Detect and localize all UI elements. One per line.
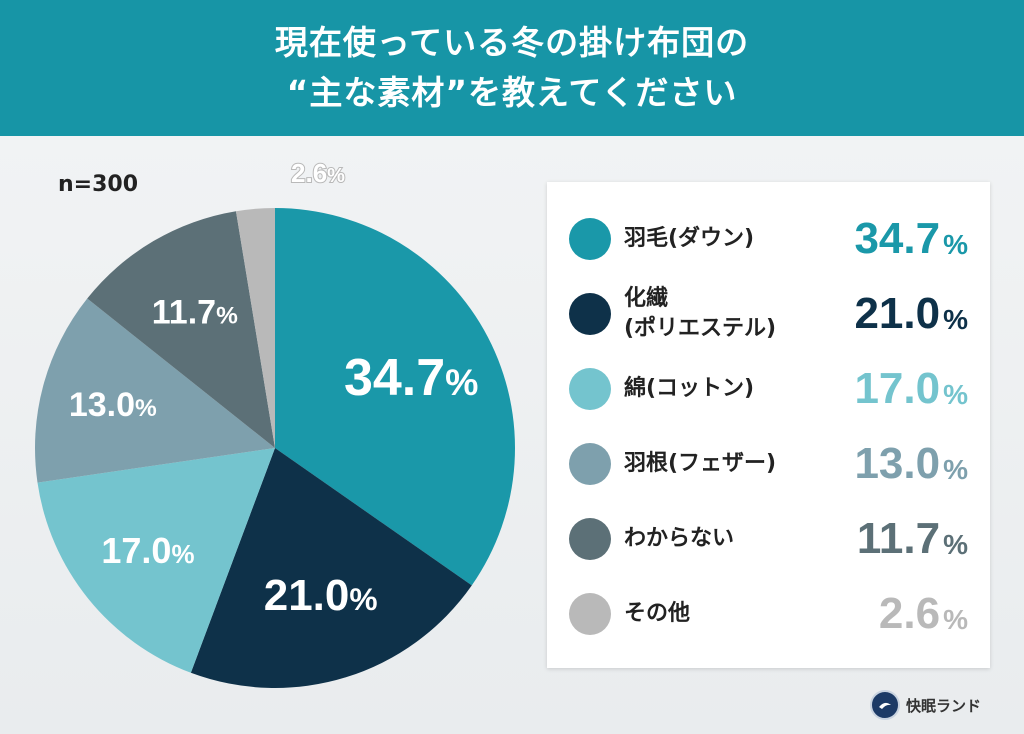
pie-slice-label: 13.0%: [69, 386, 157, 424]
legend-swatch: [569, 293, 611, 335]
legend-label: 綿(コットン): [624, 376, 755, 401]
pie-chart: 34.7% 21.0% 17.0% 13.0% 11.7% 2.6%: [35, 157, 516, 689]
legend-swatch: [569, 593, 611, 635]
pie-slice: [87, 211, 276, 448]
legend-swatch: [569, 218, 611, 260]
legend-value: 17.0%: [854, 364, 968, 413]
legend-item: わからない 11.7%: [547, 504, 990, 574]
pie-slice-label: 2.6%: [291, 158, 345, 188]
pie-slice: [35, 298, 276, 483]
brand-mark: 快眠ランド: [870, 690, 981, 720]
legend-item: その他 2.6%: [547, 579, 990, 649]
legend-item: 化繊 (ポリエステル) 21.0%: [547, 279, 990, 349]
legend-value: 2.6%: [878, 589, 968, 638]
pie-slice-label: 17.0%: [101, 530, 194, 571]
chart-title-line-2: “主な素材”を教えてください: [286, 73, 738, 112]
brand-name: 快眠ランド: [906, 696, 982, 715]
legend-item: 綿(コットン) 17.0%: [547, 354, 990, 424]
legend-swatch: [569, 518, 611, 560]
chart-title-banner: 現在使っている冬の掛け布団の “主な素材”を教えてください: [0, 0, 1024, 136]
legend-label: わからない: [624, 526, 735, 551]
sample-size-label: n=300: [58, 172, 139, 197]
legend-label: 化繊 (ポリエステル): [624, 286, 777, 341]
pie-slice-label: 21.0%: [264, 571, 378, 620]
legend-label: 羽根(フェザー): [624, 451, 777, 476]
legend-item: 羽毛(ダウン) 34.7%: [547, 204, 990, 274]
pie-slice-label: 11.7%: [152, 293, 238, 331]
legend-swatch: [569, 368, 611, 410]
legend-value: 21.0%: [854, 289, 968, 338]
legend-label: 羽毛(ダウン): [624, 226, 755, 251]
legend-swatch: [569, 443, 611, 485]
legend-value: 34.7%: [854, 214, 968, 263]
pie-slice: [37, 448, 275, 673]
pie-slice: [190, 448, 472, 689]
pie-slice-label: 34.7%: [344, 349, 479, 407]
legend-label: その他: [624, 601, 691, 626]
pie-slice: [235, 208, 275, 448]
chart-title-line-1: 現在使っている冬の掛け布団の: [274, 23, 750, 62]
pie-slice: [275, 208, 516, 586]
legend-value: 13.0%: [854, 439, 968, 488]
legend-value: 11.7%: [856, 514, 968, 563]
brand-logo-icon: [870, 690, 900, 720]
legend-item: 羽根(フェザー) 13.0%: [547, 429, 990, 499]
chart-legend: 羽毛(ダウン) 34.7% 化繊 (ポリエステル) 21.0% 綿(コットン) 17.0% 羽…: [547, 182, 990, 668]
